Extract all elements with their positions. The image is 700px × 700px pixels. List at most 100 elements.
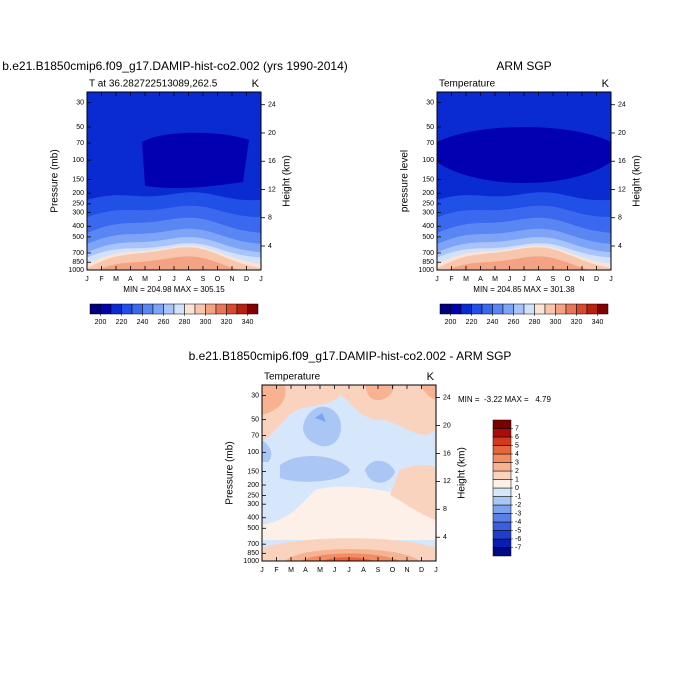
- colorbar-box: [492, 521, 512, 531]
- colorbar-box: [492, 538, 512, 548]
- x-tick-label: D: [419, 567, 424, 574]
- y-tick-label: 1000: [418, 267, 434, 274]
- x-tick-label: J: [259, 276, 263, 283]
- contour-fill: [97, 256, 240, 270]
- x-tick-label: M: [492, 276, 498, 283]
- contour-fill: [365, 460, 395, 483]
- colorbar-label: 300: [200, 319, 212, 326]
- y2-tick-label: 4: [618, 243, 622, 250]
- y2-tick-label: 12: [268, 186, 276, 193]
- colorbar-box: [492, 530, 512, 540]
- colorbar-box: [544, 303, 556, 315]
- colorbar-box: [205, 303, 217, 315]
- colorbar-box: [492, 419, 512, 429]
- contour-fill: [303, 406, 341, 447]
- y2-tick-label: 20: [268, 130, 276, 137]
- right-string: K: [602, 78, 610, 90]
- x-tick-label: A: [186, 276, 191, 283]
- colorbar-label: 320: [221, 319, 233, 326]
- colorbar-box: [586, 303, 598, 315]
- x-tick-label: J: [333, 567, 337, 574]
- y-tick-label: 500: [247, 525, 259, 532]
- colorbar-box: [513, 303, 525, 315]
- y-tick-label: 30: [76, 99, 84, 106]
- colorbar-label: 1: [515, 476, 519, 483]
- x-tick-label: M: [113, 276, 119, 283]
- y2-tick-label: 8: [618, 215, 622, 222]
- colorbar-box: [534, 303, 546, 315]
- y-tick-label: 300: [422, 209, 434, 216]
- colorbar-box: [492, 428, 512, 438]
- colorbar-label: 6: [515, 434, 519, 441]
- chart-title: b.e21.B1850cmip6.f09_g17.DAMIP-hist-co2.…: [189, 349, 512, 363]
- colorbar-label: -4: [515, 519, 521, 526]
- colorbar-box: [131, 303, 143, 315]
- x-tick-label: F: [99, 276, 103, 283]
- y-tick-label: 1000: [243, 558, 259, 565]
- y2-tick-label: 24: [268, 102, 276, 109]
- colorbar-box: [110, 303, 122, 315]
- x-tick-label: J: [435, 276, 439, 283]
- x-tick-label: J: [158, 276, 162, 283]
- x-tick-label: A: [536, 276, 541, 283]
- x-tick-label: N: [404, 567, 409, 574]
- x-tick-label: A: [361, 567, 366, 574]
- y-tick-label: 70: [426, 140, 434, 147]
- colorbar-label: -2: [515, 502, 521, 509]
- colorbar-box: [597, 303, 609, 315]
- y2-tick-label: 8: [443, 506, 447, 513]
- y-tick-label: 70: [76, 140, 84, 147]
- contour-fill: [315, 413, 326, 422]
- contour-plot: [87, 92, 261, 270]
- left-string: T at 36.282722513089,262.5: [89, 79, 218, 90]
- y-tick-label: 250: [422, 201, 434, 208]
- right-string: K: [252, 78, 260, 90]
- colorbar-box: [492, 496, 512, 506]
- colorbar-box: [184, 303, 196, 315]
- colorbar-box: [100, 303, 112, 315]
- y-tick-label: 150: [247, 468, 259, 475]
- colorbar-label: -5: [515, 527, 521, 534]
- colorbar-label: -1: [515, 493, 521, 500]
- y-tick-label: 400: [422, 223, 434, 230]
- contour-fill: [300, 553, 400, 561]
- y-tick-label: 30: [251, 392, 259, 399]
- x-tick-label: M: [288, 567, 294, 574]
- colorbar-box: [215, 303, 227, 315]
- colorbar-label: 200: [95, 319, 107, 326]
- colorbar-box: [194, 303, 206, 315]
- contour-fill: [447, 256, 590, 270]
- y2-tick-label: 20: [618, 130, 626, 137]
- x-tick-label: O: [390, 567, 396, 574]
- colorbar-box: [121, 303, 133, 315]
- right-string: K: [427, 371, 435, 383]
- colorbar-label: 260: [158, 319, 170, 326]
- y-tick-label: 250: [247, 492, 259, 499]
- colorbar-box: [450, 303, 462, 315]
- x-tick-label: F: [274, 567, 278, 574]
- y-axis-label: pressure level: [400, 150, 411, 212]
- contour-plot: [437, 92, 611, 270]
- y2-tick-label: 8: [268, 215, 272, 222]
- y-tick-label: 30: [426, 99, 434, 106]
- x-tick-label: N: [579, 276, 584, 283]
- x-tick-label: A: [478, 276, 483, 283]
- colorbar-label: 0: [515, 485, 519, 492]
- y2-tick-label: 16: [443, 450, 451, 457]
- colorbar-box: [565, 303, 577, 315]
- colorbar-box: [492, 547, 512, 557]
- contour-fill: [262, 385, 436, 440]
- y2-tick-label: 16: [618, 158, 626, 165]
- x-tick-label: J: [609, 276, 613, 283]
- colorbar-box: [247, 303, 259, 315]
- x-tick-label: A: [303, 567, 308, 574]
- y-tick-label: 50: [76, 124, 84, 131]
- colorbar-box: [460, 303, 472, 315]
- colorbar-box: [226, 303, 238, 315]
- y2-tick-label: 24: [443, 394, 451, 401]
- colorbar-box: [492, 436, 512, 446]
- colorbar-box: [471, 303, 483, 315]
- contour-fill: [437, 127, 611, 183]
- contour-fill: [322, 557, 374, 561]
- y2-axis-label: Height (km): [457, 447, 468, 499]
